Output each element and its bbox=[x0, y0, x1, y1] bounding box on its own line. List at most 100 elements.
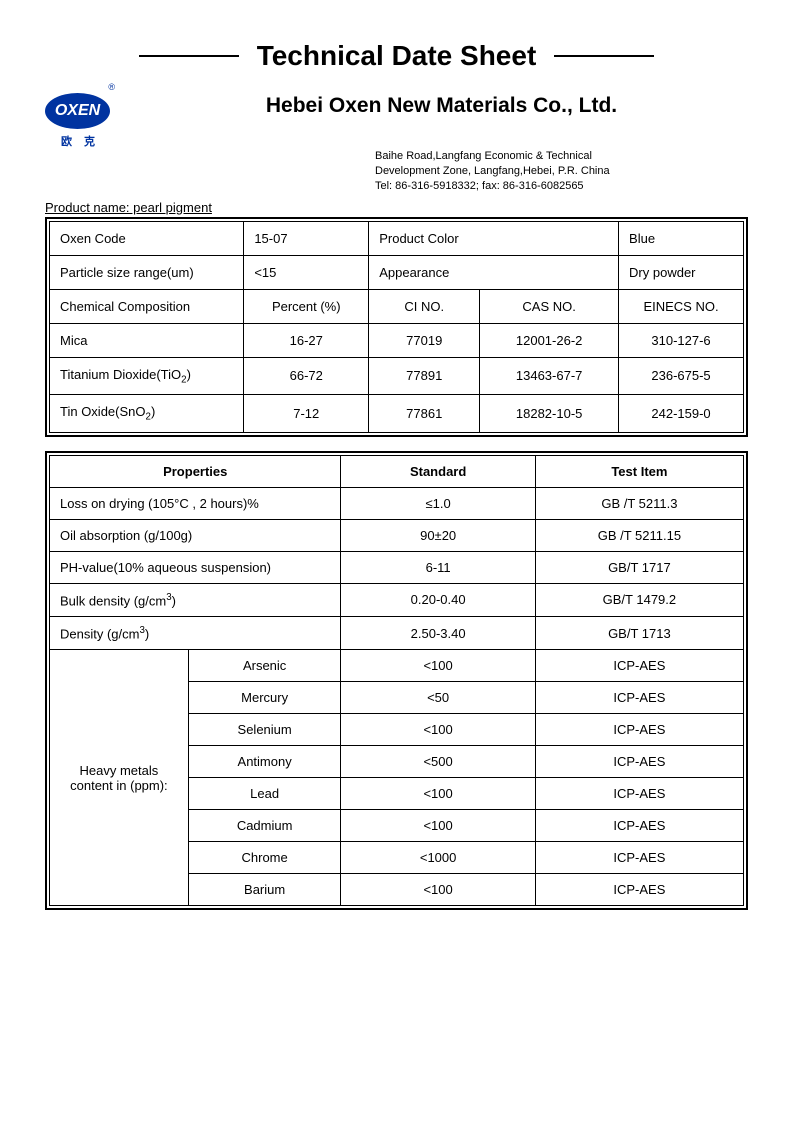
product-name: Product name: pearl pigment bbox=[45, 200, 748, 215]
cell-oxen-code-value: 15-07 bbox=[244, 221, 369, 255]
cell-std: <50 bbox=[341, 682, 535, 714]
cell-product-color-label: Product Color bbox=[369, 221, 619, 255]
cell-test: GB /T 5211.15 bbox=[535, 519, 743, 551]
cell-metal-name: Chrome bbox=[188, 842, 341, 874]
cell-chem-name: Tin Oxide(SnO2) bbox=[50, 395, 244, 433]
cell-ci: 77861 bbox=[369, 395, 480, 433]
cell-metal-name: Selenium bbox=[188, 714, 341, 746]
col-pct: Percent (%) bbox=[244, 289, 369, 323]
table-header-row: Properties Standard Test Item bbox=[50, 455, 744, 487]
logo-reg-icon: ® bbox=[45, 82, 115, 92]
table-row: PH-value(10% aqueous suspension) 6-11 GB… bbox=[50, 551, 744, 583]
cell-std: 0.20-0.40 bbox=[341, 583, 535, 616]
cell-test: ICP-AES bbox=[535, 682, 743, 714]
cell-metal-name: Lead bbox=[188, 778, 341, 810]
cell-std: 2.50-3.40 bbox=[341, 617, 535, 650]
main-title: Technical Date Sheet bbox=[257, 40, 537, 72]
cell-prop: Oil absorption (g/100g) bbox=[50, 519, 341, 551]
cell-ein: 310-127-6 bbox=[619, 323, 744, 357]
cell-ein: 236-675-5 bbox=[619, 357, 744, 395]
table-row: Particle size range(um) <15 Appearance D… bbox=[50, 255, 744, 289]
company-block: Hebei Oxen New Materials Co., Ltd. bbox=[135, 82, 748, 130]
cell-heavy-metals-label: Heavy metals content in (ppm): bbox=[50, 650, 189, 906]
cell-std: <100 bbox=[341, 778, 535, 810]
cell-std: ≤1.0 bbox=[341, 487, 535, 519]
cell-particle-label: Particle size range(um) bbox=[50, 255, 244, 289]
cell-test: ICP-AES bbox=[535, 714, 743, 746]
cell-prop: Density (g/cm3) bbox=[50, 617, 341, 650]
table-row: Mica 16-27 77019 12001-26-2 310-127-6 bbox=[50, 323, 744, 357]
table2: Properties Standard Test Item Loss on dr… bbox=[49, 455, 744, 907]
cell-chem-name: Mica bbox=[50, 323, 244, 357]
cell-appearance-label: Appearance bbox=[369, 255, 619, 289]
cell-ein: 242-159-0 bbox=[619, 395, 744, 433]
cell-metal-name: Mercury bbox=[188, 682, 341, 714]
col-ein: EINECS NO. bbox=[619, 289, 744, 323]
table-row: Oil absorption (g/100g) 90±20 GB /T 5211… bbox=[50, 519, 744, 551]
cell-std: <100 bbox=[341, 810, 535, 842]
cell-metal-name: Cadmium bbox=[188, 810, 341, 842]
cell-test: ICP-AES bbox=[535, 810, 743, 842]
title-line-left bbox=[139, 55, 239, 57]
cell-pct: 66-72 bbox=[244, 357, 369, 395]
cell-std: <1000 bbox=[341, 842, 535, 874]
cell-prop: Bulk density (g/cm3) bbox=[50, 583, 341, 616]
cell-product-color-value: Blue bbox=[619, 221, 744, 255]
col-standard: Standard bbox=[341, 455, 535, 487]
table-row: Loss on drying (105°C , 2 hours)% ≤1.0 G… bbox=[50, 487, 744, 519]
cell-std: <100 bbox=[341, 714, 535, 746]
cell-cas: 13463-67-7 bbox=[480, 357, 619, 395]
cell-test: GB /T 5211.3 bbox=[535, 487, 743, 519]
col-test: Test Item bbox=[535, 455, 743, 487]
col-properties: Properties bbox=[50, 455, 341, 487]
cell-particle-value: <15 bbox=[244, 255, 369, 289]
table2-box: Properties Standard Test Item Loss on dr… bbox=[45, 451, 748, 911]
cell-test: ICP-AES bbox=[535, 874, 743, 906]
company-name: Hebei Oxen New Materials Co., Ltd. bbox=[135, 94, 748, 118]
cell-test: GB/T 1479.2 bbox=[535, 583, 743, 616]
table-header-row: Chemical Composition Percent (%) CI NO. … bbox=[50, 289, 744, 323]
address-line-2: Development Zone, Langfang,Hebei, P.R. C… bbox=[375, 164, 748, 179]
cell-metal-name: Arsenic bbox=[188, 650, 341, 682]
cell-metal-name: Barium bbox=[188, 874, 341, 906]
cell-pct: 16-27 bbox=[244, 323, 369, 357]
col-cas: CAS NO. bbox=[480, 289, 619, 323]
cell-chem-name: Titanium Dioxide(TiO2) bbox=[50, 357, 244, 395]
address-block: Baihe Road,Langfang Economic & Technical… bbox=[375, 149, 748, 194]
cell-cas: 18282-10-5 bbox=[480, 395, 619, 433]
cell-test: ICP-AES bbox=[535, 778, 743, 810]
table-row: Tin Oxide(SnO2) 7-12 77861 18282-10-5 24… bbox=[50, 395, 744, 433]
address-line-1: Baihe Road,Langfang Economic & Technical bbox=[375, 149, 748, 164]
address-line-3: Tel: 86-316-5918332; fax: 86-316-6082565 bbox=[375, 179, 748, 194]
table-row: Density (g/cm3) 2.50-3.40 GB/T 1713 bbox=[50, 617, 744, 650]
cell-test: ICP-AES bbox=[535, 650, 743, 682]
cell-std: 6-11 bbox=[341, 551, 535, 583]
table-row: Bulk density (g/cm3) 0.20-0.40 GB/T 1479… bbox=[50, 583, 744, 616]
logo-icon: OXEN bbox=[45, 93, 110, 129]
table1: Oxen Code 15-07 Product Color Blue Parti… bbox=[49, 221, 744, 433]
cell-cas: 12001-26-2 bbox=[480, 323, 619, 357]
cell-appearance-value: Dry powder bbox=[619, 255, 744, 289]
header-row: ® OXEN 欧克 Hebei Oxen New Materials Co., … bbox=[45, 82, 748, 149]
cell-std: <100 bbox=[341, 874, 535, 906]
cell-metal-name: Antimony bbox=[188, 746, 341, 778]
title-line-right bbox=[554, 55, 654, 57]
logo-subtext: 欧克 bbox=[45, 133, 115, 149]
col-chem: Chemical Composition bbox=[50, 289, 244, 323]
title-row: Technical Date Sheet bbox=[45, 40, 748, 72]
table-row: Titanium Dioxide(TiO2) 66-72 77891 13463… bbox=[50, 357, 744, 395]
cell-prop: Loss on drying (105°C , 2 hours)% bbox=[50, 487, 341, 519]
col-ci: CI NO. bbox=[369, 289, 480, 323]
table-row: Oxen Code 15-07 Product Color Blue bbox=[50, 221, 744, 255]
cell-ci: 77019 bbox=[369, 323, 480, 357]
table-row: Heavy metals content in (ppm): Arsenic <… bbox=[50, 650, 744, 682]
cell-std: <100 bbox=[341, 650, 535, 682]
cell-pct: 7-12 bbox=[244, 395, 369, 433]
cell-test: GB/T 1713 bbox=[535, 617, 743, 650]
table1-box: Oxen Code 15-07 Product Color Blue Parti… bbox=[45, 217, 748, 437]
logo-block: ® OXEN 欧克 bbox=[45, 82, 115, 149]
cell-std: 90±20 bbox=[341, 519, 535, 551]
cell-test: ICP-AES bbox=[535, 842, 743, 874]
cell-test: ICP-AES bbox=[535, 746, 743, 778]
cell-ci: 77891 bbox=[369, 357, 480, 395]
